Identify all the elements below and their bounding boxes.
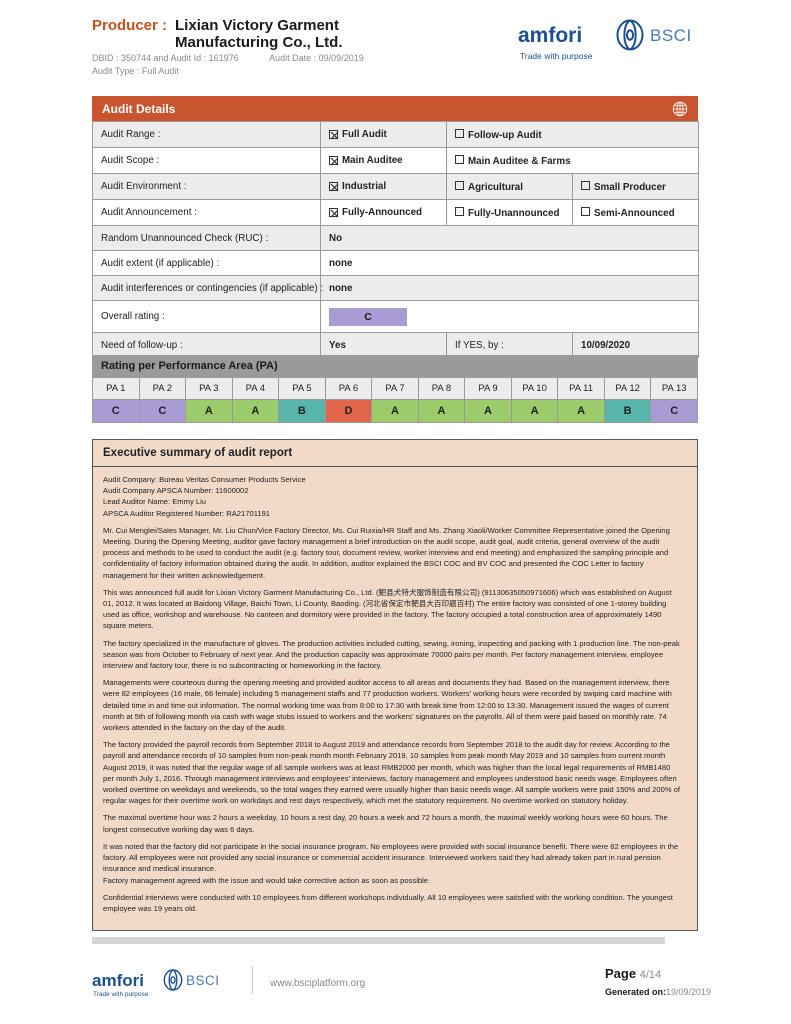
svg-text:amfori: amfori [92,971,144,990]
svg-text:BSCI: BSCI [186,973,220,988]
svg-text:amfori: amfori [518,24,582,47]
svg-text:BSCI: BSCI [650,26,692,45]
